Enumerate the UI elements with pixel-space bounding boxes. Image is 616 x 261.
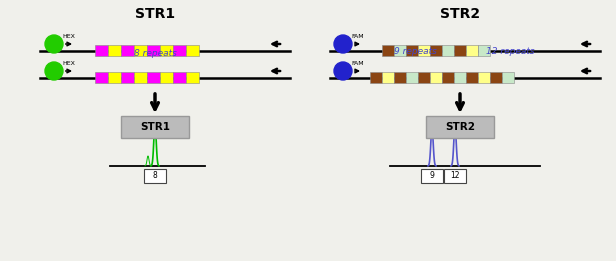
Bar [418,73,430,84]
Bar [95,73,108,84]
Text: 12 repeats: 12 repeats [485,47,534,56]
Bar [160,73,173,84]
Bar [454,45,466,56]
Bar [382,45,394,56]
Bar [454,73,466,84]
Bar [370,73,382,84]
Bar [173,45,186,56]
Text: 12: 12 [450,171,460,181]
Text: FAM: FAM [351,61,363,66]
Bar [430,73,442,84]
Text: STR2: STR2 [445,122,475,132]
Ellipse shape [45,35,63,53]
Text: 9: 9 [429,171,434,181]
Bar [442,45,454,56]
FancyBboxPatch shape [121,116,189,138]
Bar [121,45,134,56]
Bar [108,45,121,56]
Bar [95,45,108,56]
Bar [134,45,147,56]
Text: STR2: STR2 [440,7,480,21]
Bar [382,73,394,84]
Bar [394,73,406,84]
Bar [502,73,514,84]
Text: STR1: STR1 [140,122,170,132]
Bar [466,45,478,56]
Bar [134,73,147,84]
Text: HEX: HEX [62,61,75,66]
Bar [186,45,199,56]
Text: 8 repeats: 8 repeats [134,49,176,58]
FancyBboxPatch shape [426,116,494,138]
Bar [478,73,490,84]
Bar [478,45,490,56]
Bar [144,169,166,183]
Bar [394,45,406,56]
Bar [490,73,502,84]
Bar [173,73,186,84]
Bar [421,169,443,183]
Bar [160,45,173,56]
Ellipse shape [334,35,352,53]
Bar [406,45,418,56]
Bar [466,73,478,84]
Bar [186,73,199,84]
Text: FAM: FAM [351,34,363,39]
Bar [147,73,160,84]
Text: 8: 8 [153,171,157,181]
Bar [444,169,466,183]
Bar [108,73,121,84]
Bar [430,45,442,56]
Ellipse shape [334,62,352,80]
Bar [147,45,160,56]
Text: HEX: HEX [62,34,75,39]
Text: STR1: STR1 [135,7,175,21]
Text: 9 repeats: 9 repeats [394,47,437,56]
Ellipse shape [45,62,63,80]
Bar [442,73,454,84]
Bar [418,45,430,56]
Bar [406,73,418,84]
Bar [121,73,134,84]
